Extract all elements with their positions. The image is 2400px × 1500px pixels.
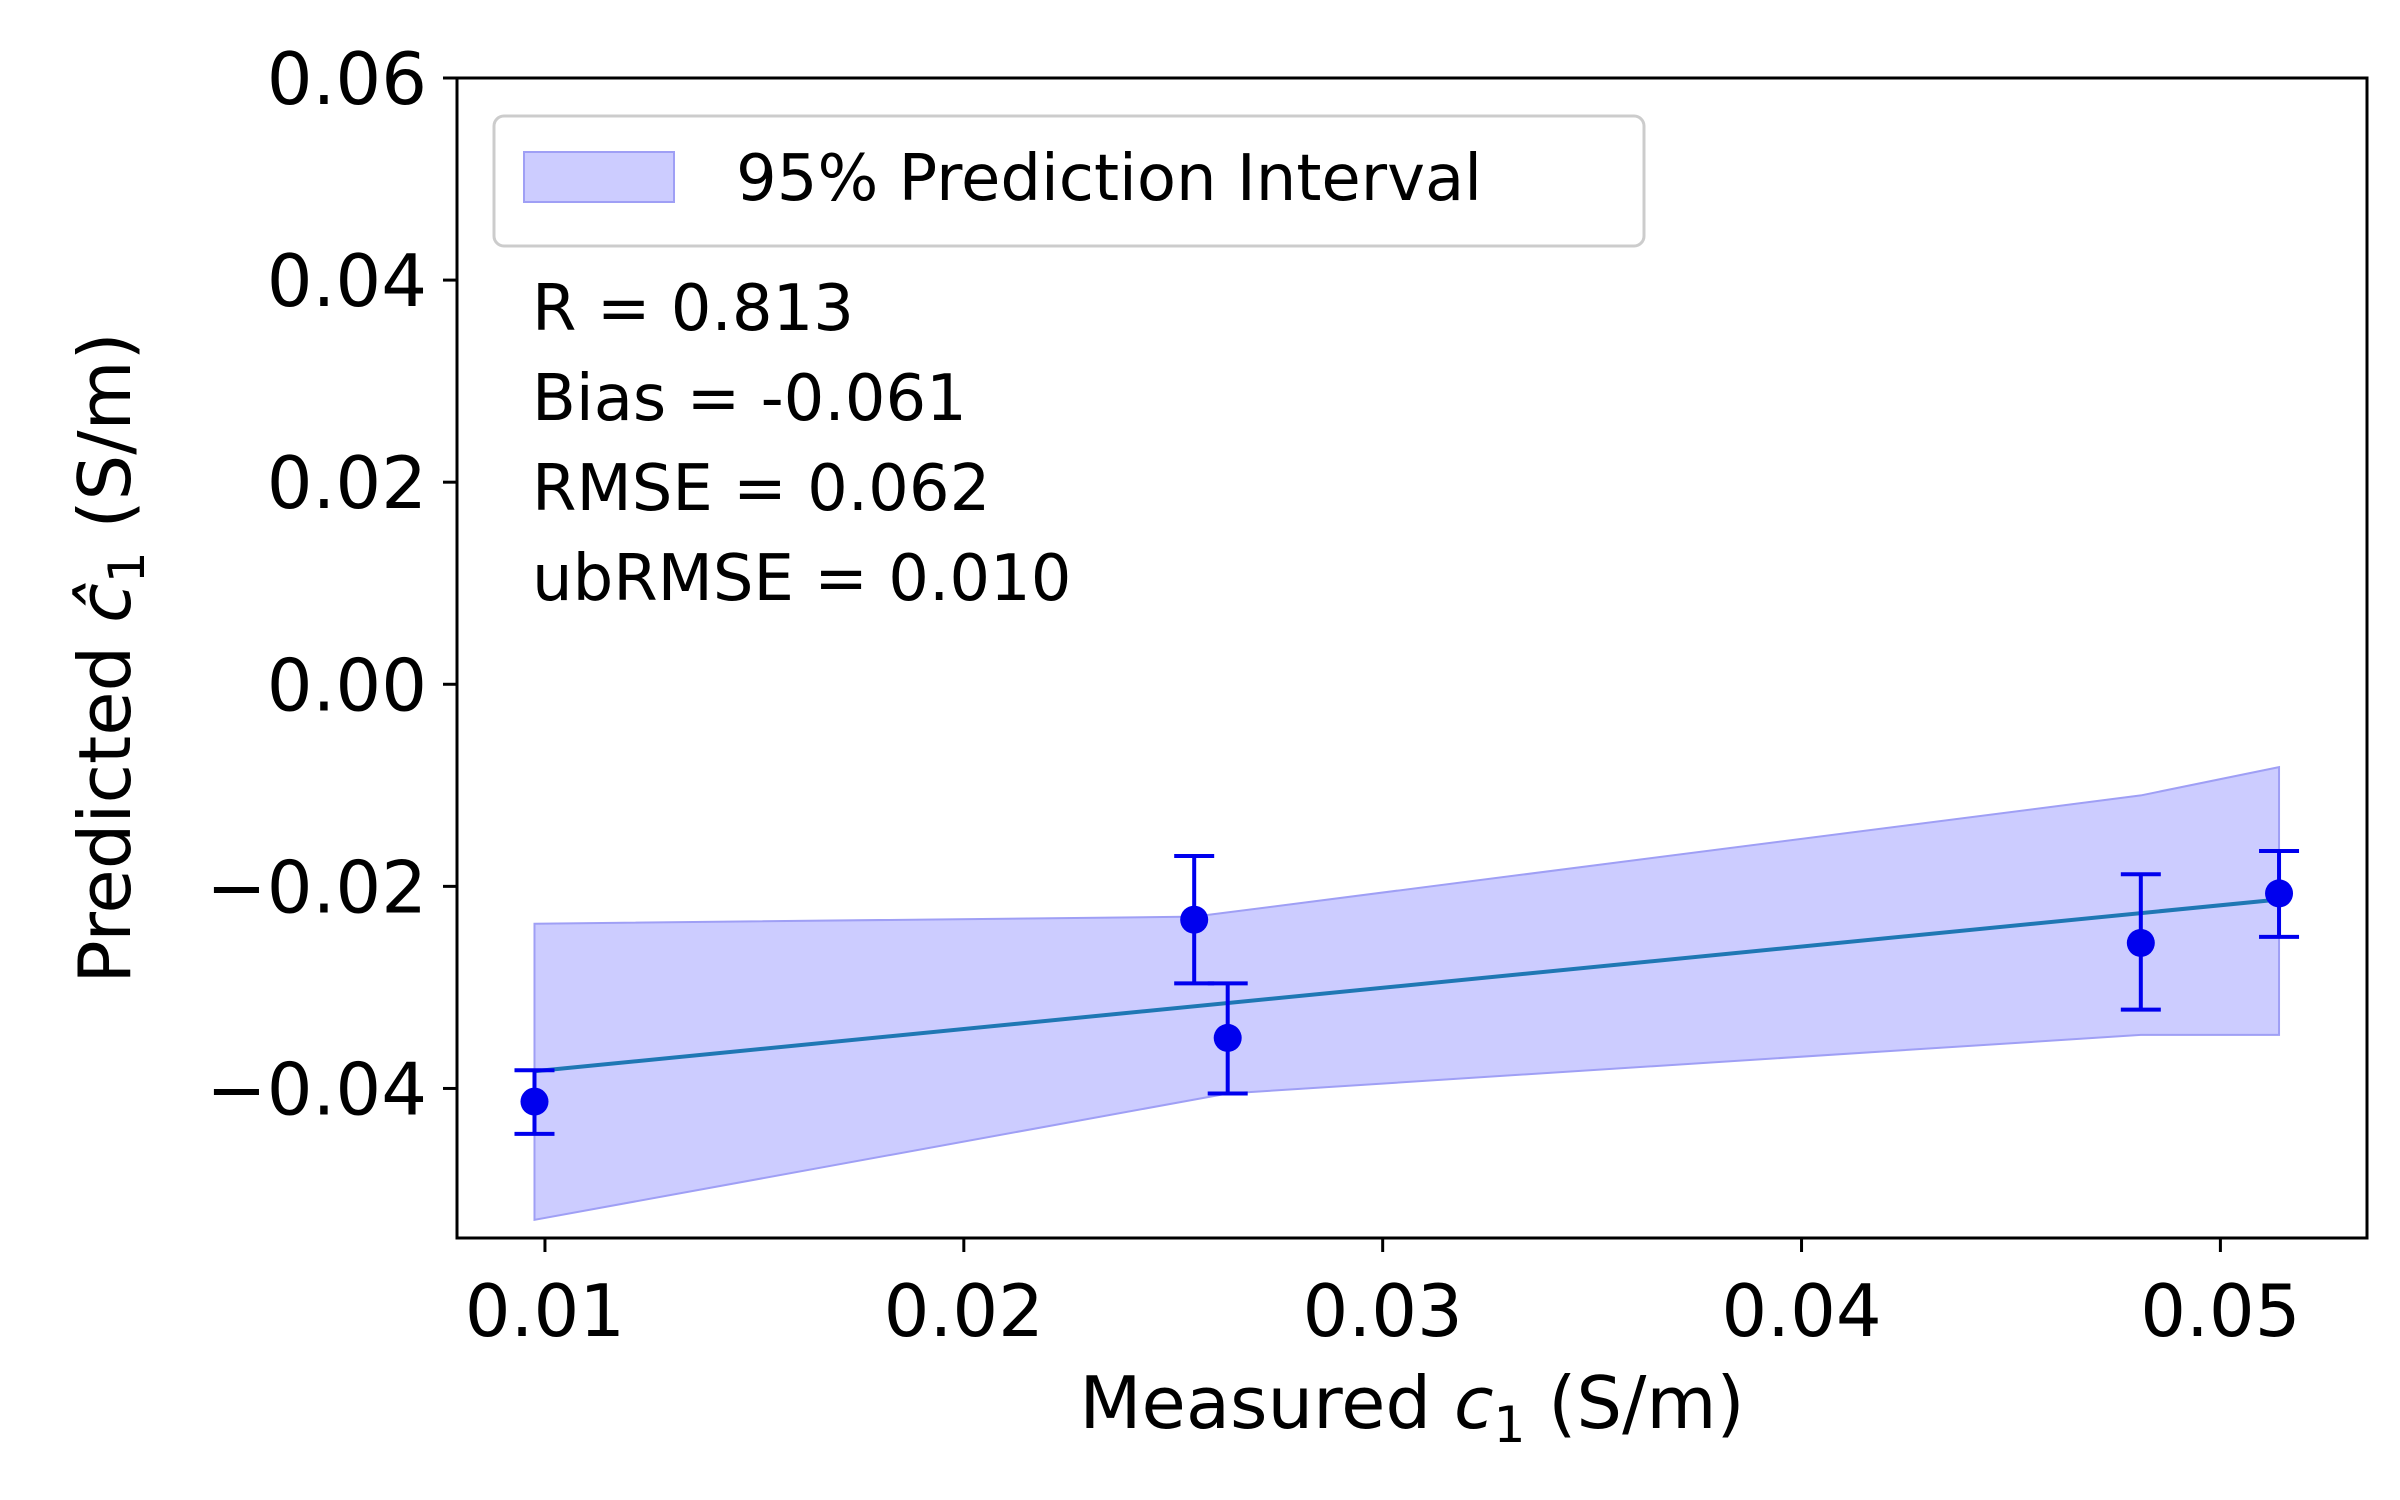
x-tick-label: 0.05 bbox=[2140, 1269, 2300, 1353]
prediction-interval-layer bbox=[533, 765, 2281, 1222]
x-tick-label: 0.04 bbox=[1721, 1269, 1881, 1353]
stats-annotation: R = 0.813 Bias = -0.061 RMSE = 0.062 ubR… bbox=[532, 272, 1071, 616]
fit-line bbox=[534, 897, 2280, 1074]
legend-box bbox=[492, 114, 1646, 248]
legend-label: 95% Prediction Interval bbox=[736, 142, 1482, 216]
x-tick-label: 0.01 bbox=[465, 1269, 625, 1353]
legend: 95% Prediction Interval bbox=[492, 114, 1646, 248]
stat-bias: Bias = -0.061 bbox=[532, 362, 967, 436]
prediction-interval-band bbox=[533, 765, 2281, 1222]
y-tick-label: 0.04 bbox=[267, 239, 427, 323]
stat-ubrmse: ubRMSE = 0.010 bbox=[532, 542, 1071, 616]
y-axis-ticks: −0.04 −0.02 0.00 0.02 0.04 0.06 bbox=[206, 37, 457, 1131]
plot-frame bbox=[455, 76, 2369, 1240]
data-point bbox=[2126, 928, 2155, 957]
fit-line-layer bbox=[534, 897, 2280, 1074]
data-point-group bbox=[1207, 981, 1248, 1096]
data-point bbox=[520, 1087, 549, 1116]
x-tick-label: 0.02 bbox=[884, 1269, 1044, 1353]
stat-rmse: RMSE = 0.062 bbox=[532, 452, 990, 526]
data-point-group bbox=[1174, 854, 1215, 986]
x-axis-ticks: 0.01 0.02 0.03 0.04 0.05 bbox=[465, 1238, 2301, 1353]
y-tick-label: −0.04 bbox=[206, 1047, 427, 1131]
stat-r: R = 0.813 bbox=[532, 272, 854, 346]
data-points-layer bbox=[514, 848, 2300, 1136]
x-axis-label: Measured c1 (S/m) bbox=[1079, 1361, 1744, 1454]
data-point-group bbox=[2259, 848, 2300, 939]
data-point bbox=[1180, 905, 1209, 934]
y-tick-label: 0.06 bbox=[267, 37, 427, 121]
data-point bbox=[2265, 879, 2294, 908]
x-tick-label: 0.03 bbox=[1303, 1269, 1463, 1353]
data-point-group bbox=[514, 1068, 555, 1136]
y-tick-label: 0.00 bbox=[267, 643, 427, 727]
y-tick-label: 0.02 bbox=[267, 441, 427, 525]
y-tick-label: −0.02 bbox=[206, 845, 427, 929]
y-axis-label: Predicted ĉ1 (S/m) bbox=[63, 332, 156, 983]
data-point bbox=[1213, 1023, 1242, 1052]
legend-swatch bbox=[523, 151, 675, 203]
data-point-group bbox=[2120, 872, 2161, 1012]
